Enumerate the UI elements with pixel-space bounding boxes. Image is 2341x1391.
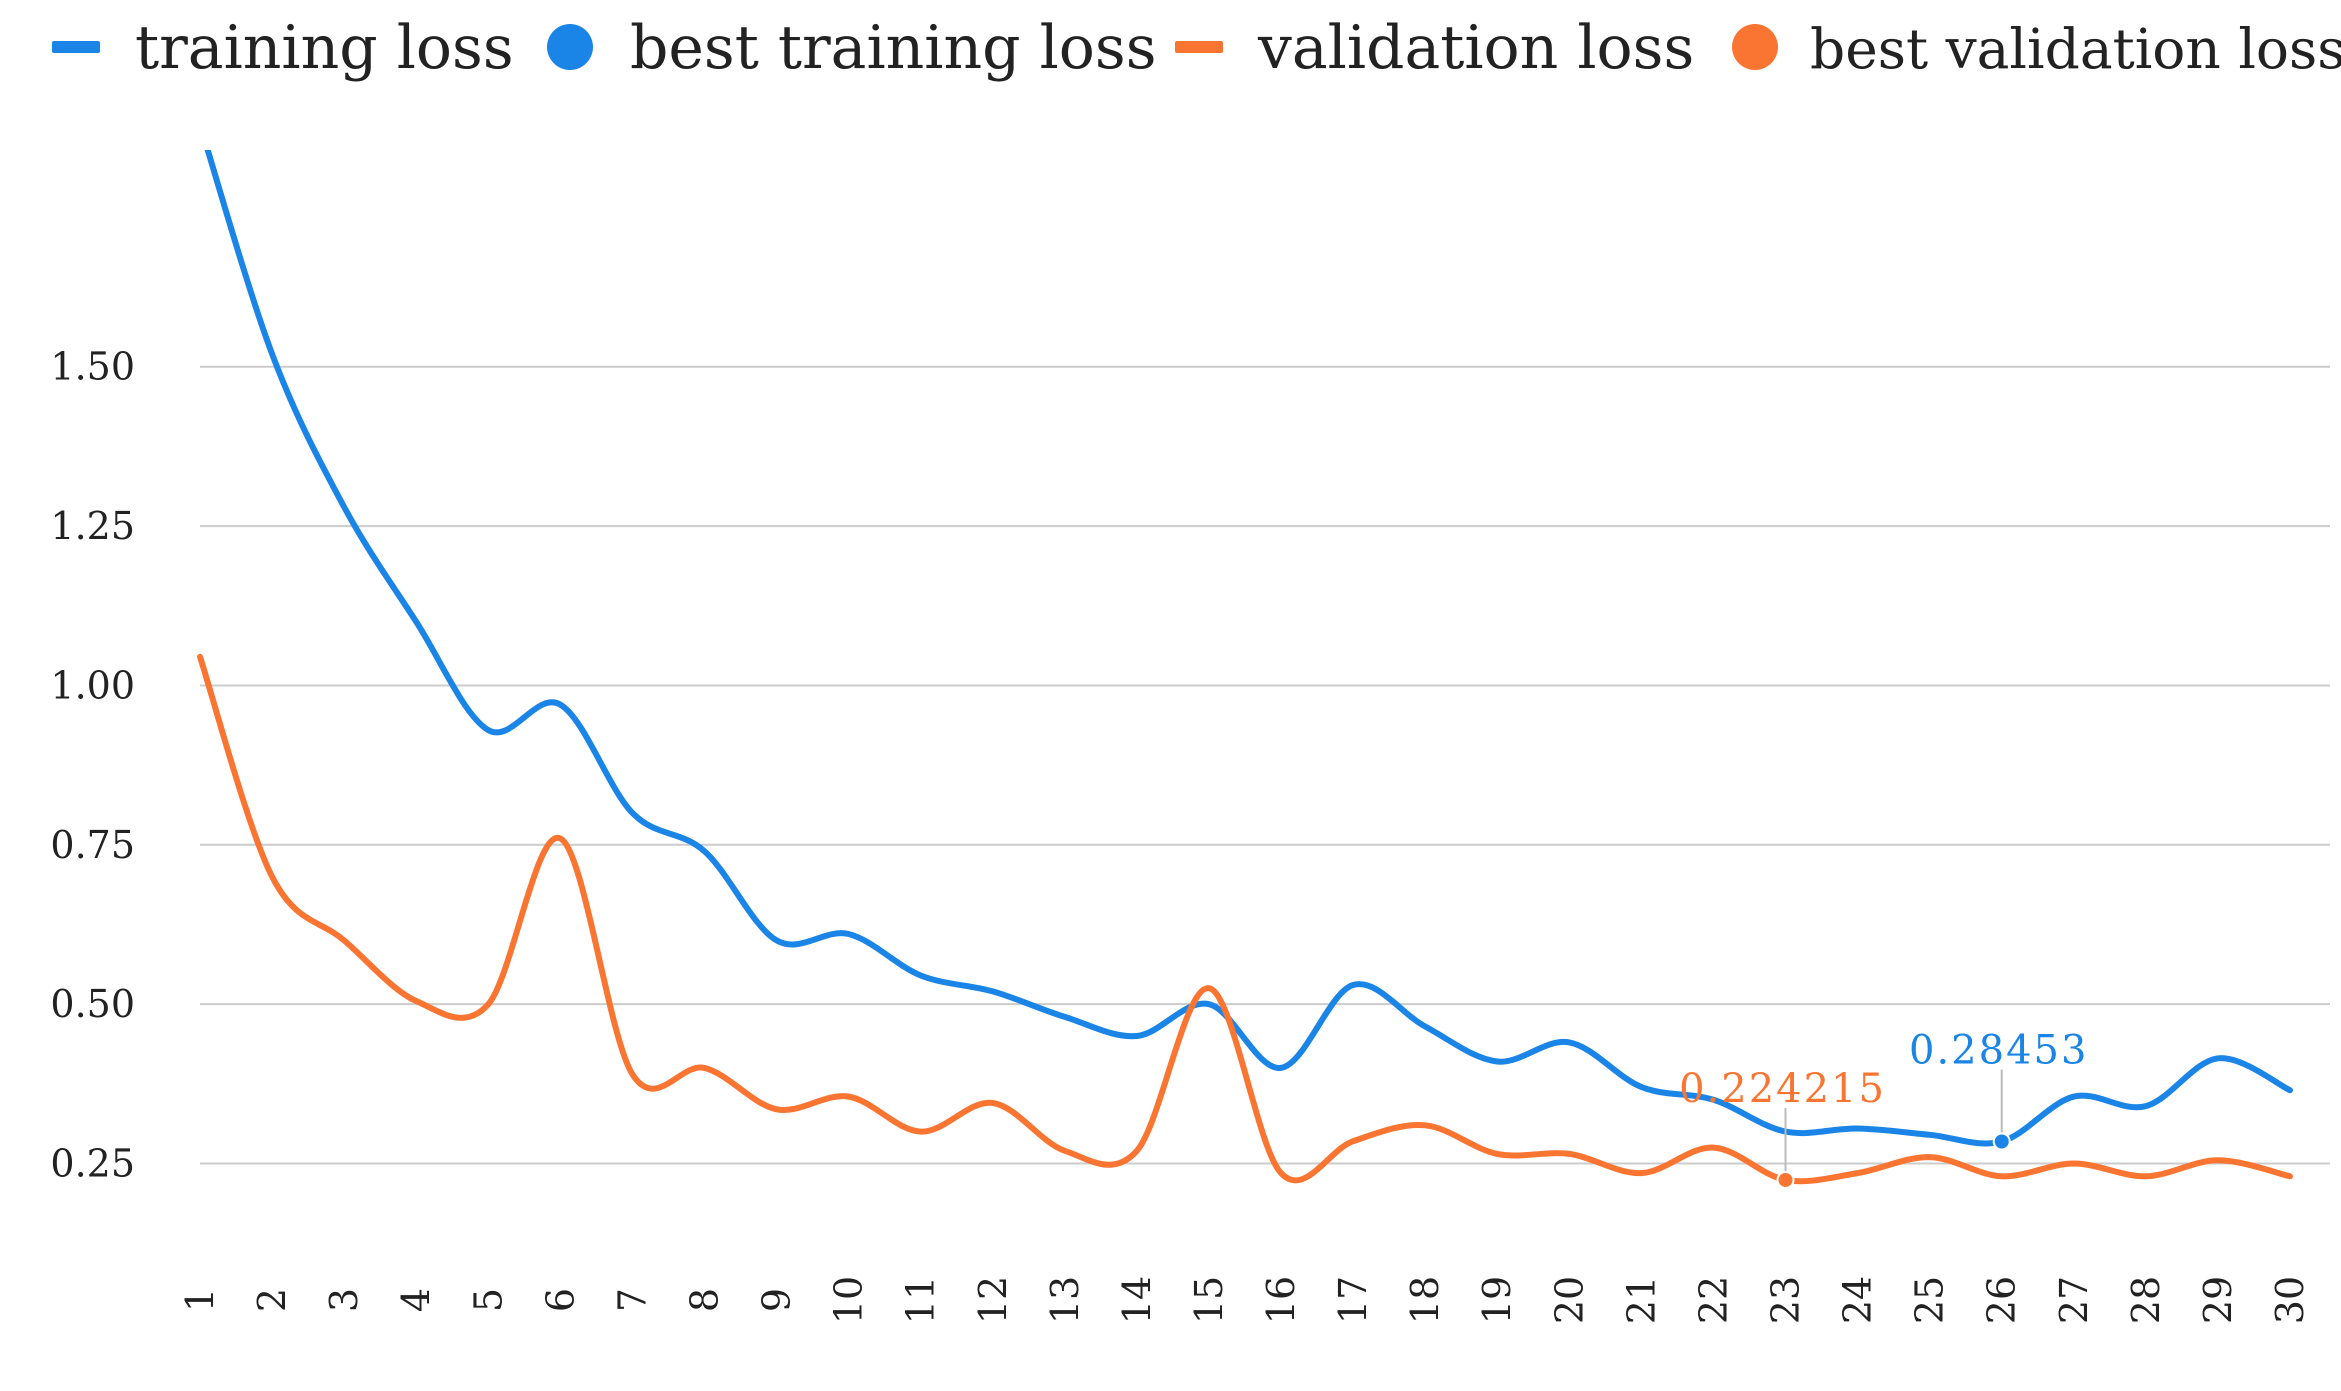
legend-label: best training loss [630,13,1157,83]
x-tick-label: 29 [2196,1276,2240,1324]
legend-item-validation-loss[interactable]: validation loss [1175,13,1694,83]
x-tick-label: 13 [1043,1276,1087,1324]
legend-line-icon [1175,41,1223,53]
x-tick-label: 11 [899,1276,943,1324]
x-tick-label: 14 [1115,1276,1159,1324]
x-tick-label: 17 [1331,1276,1375,1324]
legend-dot-icon [547,24,593,70]
x-tick-label: 12 [971,1276,1015,1324]
x-tick-label: 27 [2052,1276,2096,1324]
best-training-loss-marker[interactable] [1992,1132,2011,1151]
x-tick-label: 25 [1908,1276,1952,1324]
x-tick-label: 2 [250,1288,294,1312]
y-tick-label: 1.50 [50,345,135,389]
x-tick-label: 26 [1980,1276,2024,1324]
x-tick-label: 24 [1836,1276,1880,1324]
x-tick-label: 6 [538,1288,582,1312]
best-validation-loss-marker[interactable] [1776,1170,1795,1189]
x-tick-label: 4 [394,1288,438,1312]
legend-line-icon [52,41,100,53]
series-layer [197,150,2293,1185]
series-line-training-loss [204,150,2293,1147]
x-tick-label: 15 [1187,1276,1231,1324]
x-tick-label: 9 [755,1288,799,1312]
x-tick-label: 20 [1547,1276,1591,1324]
x-tick-label: 28 [2124,1276,2168,1324]
x-tick-label: 7 [610,1288,654,1312]
legend-label: validation loss [1257,13,1694,83]
x-tick-label: 10 [827,1276,871,1324]
y-tick-label: 0.25 [50,1142,135,1186]
x-tick-label: 8 [682,1288,726,1312]
y-tick-label: 1.25 [50,504,135,548]
y-tick-label: 1.00 [50,663,135,707]
x-tick-label: 23 [1764,1276,1808,1324]
legend-item-training-loss[interactable]: training loss [52,13,514,83]
legend-item-best-validation-loss[interactable]: best validation loss [1732,17,2341,81]
x-tick-label: 1 [178,1288,222,1312]
legend: training loss best training loss validat… [52,13,2341,83]
x-tick-label: 21 [1619,1276,1663,1324]
x-tick-label: 5 [466,1288,510,1312]
x-tick-label: 18 [1403,1276,1447,1324]
x-tick-label: 30 [2268,1276,2312,1324]
legend-label: best validation loss [1810,17,2341,81]
x-tick-label: 16 [1259,1276,1303,1324]
x-tick-label: 22 [1691,1276,1735,1324]
series-line-validation-loss [197,653,2293,1185]
x-axis-ticks: 1 2 3 4 5 6 7 8 9 10 11 12 13 14 15 16 17 18 19 20 21 22 23 24 2… [178,1276,2312,1324]
best-validation-loss-value-label: 0.224215 [1679,1066,1886,1112]
legend-dot-icon [1732,24,1778,70]
legend-item-best-training-loss[interactable]: best training loss [547,13,1157,83]
legend-label: training loss [135,13,514,83]
x-tick-label: 19 [1475,1276,1519,1324]
x-tick-label: 3 [322,1288,366,1312]
grid [200,365,2330,1165]
best-training-loss-value-label: 0.28453 [1909,1027,2088,1073]
y-tick-label: 0.50 [50,982,135,1026]
y-axis-ticks: 0.25 0.50 0.75 1.00 1.25 1.50 [50,345,135,1186]
y-tick-label: 0.75 [50,823,135,867]
best-points-layer: 0.28453 0.224215 [1679,1027,2088,1189]
